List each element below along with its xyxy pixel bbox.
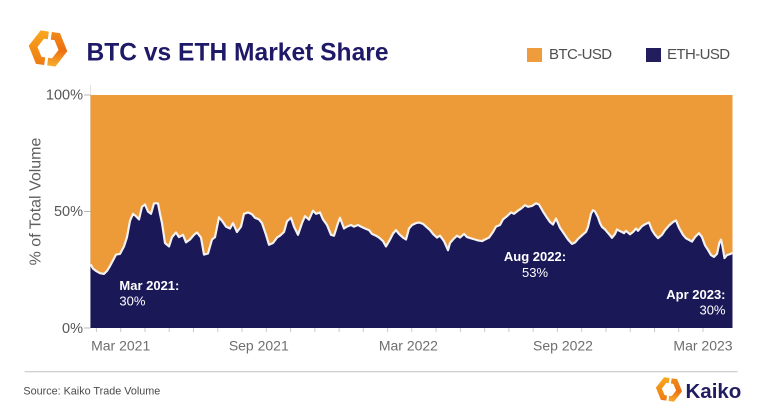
svg-text:30%: 30%	[699, 303, 725, 318]
svg-text:Source: Kaiko Trade Volume: Source: Kaiko Trade Volume	[23, 386, 160, 398]
svg-text:Kaiko: Kaiko	[686, 380, 742, 403]
svg-text:ETH-USD: ETH-USD	[667, 46, 730, 63]
svg-text:Apr 2023:: Apr 2023:	[666, 287, 725, 302]
svg-text:Mar 2021:: Mar 2021:	[119, 278, 179, 293]
svg-text:Mar 2021: Mar 2021	[91, 338, 150, 354]
svg-text:30%: 30%	[119, 293, 145, 308]
svg-text:Mar 2022: Mar 2022	[379, 338, 438, 354]
svg-text:BTC-USD: BTC-USD	[549, 46, 612, 63]
svg-text:BTC vs ETH Market Share: BTC vs ETH Market Share	[87, 39, 389, 67]
svg-text:Sep 2021: Sep 2021	[229, 338, 289, 354]
svg-text:Sep 2022: Sep 2022	[533, 338, 593, 354]
svg-text:Aug 2022:: Aug 2022:	[504, 249, 566, 264]
svg-text:0%: 0%	[62, 321, 83, 337]
svg-text:100%: 100%	[46, 88, 83, 104]
svg-text:53%: 53%	[522, 265, 548, 280]
svg-text:% of Total Volume: % of Total Volume	[28, 138, 45, 266]
svg-text:Mar 2023: Mar 2023	[673, 338, 732, 354]
svg-text:50%: 50%	[54, 204, 83, 220]
